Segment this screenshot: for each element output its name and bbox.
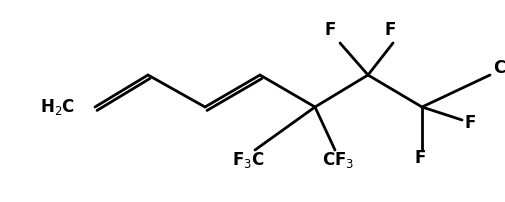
Text: H$_2$C: H$_2$C (40, 97, 75, 117)
Text: F$_3$C: F$_3$C (231, 150, 264, 170)
Text: F: F (414, 149, 425, 167)
Text: F: F (384, 21, 395, 39)
Text: F: F (324, 21, 335, 39)
Text: CF$_3$: CF$_3$ (321, 150, 354, 170)
Text: CF$_3$: CF$_3$ (492, 58, 505, 78)
Text: F: F (464, 114, 475, 132)
